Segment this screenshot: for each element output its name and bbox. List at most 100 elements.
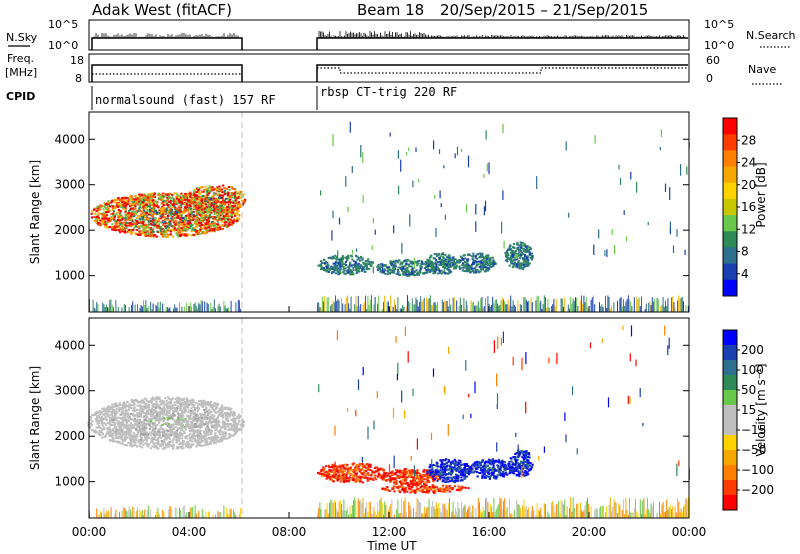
beam-label: Beam 18 [357, 1, 424, 19]
freq-tick-bottom: 8 [75, 72, 82, 85]
velocity-echo-3 [426, 458, 472, 484]
velocity-colorbar-swatch-1 [723, 345, 737, 361]
power-colorbar-swatch-5 [723, 198, 737, 216]
nsearch-label: N.Search [746, 29, 796, 42]
power-echo-4 [455, 252, 497, 274]
velocity-ytick-label-3: 4000 [54, 338, 85, 352]
xtick-label-4: 16:00 [472, 525, 507, 539]
power-heatmap [89, 121, 690, 312]
velocity-colorbar-swatch-9 [723, 465, 737, 481]
power-colorbar-swatch-10 [723, 279, 737, 297]
xtick-label-6: 00:00 [672, 525, 707, 539]
freq-label-line1: Freq. [7, 52, 34, 65]
power-ytick-label-3: 4000 [54, 132, 85, 146]
nsky-tick-top: 10^5 [48, 18, 78, 31]
velocity-colorbar-label-2: 50 [741, 383, 756, 397]
power-colorbar-label-6: 4 [741, 267, 749, 281]
nsearch-tick-top: 10^5 [704, 18, 734, 31]
velocity-colorbar-frame [722, 329, 738, 511]
nsky-trace-2 [316, 37, 688, 50]
xtick-label-2: 08:00 [272, 525, 307, 539]
xtick-label-5: 20:00 [572, 525, 607, 539]
nave-label: Nave [748, 63, 776, 76]
nave-tick-top: 60 [706, 54, 720, 67]
power-near-range-1 [89, 299, 242, 312]
velocity-colorbar: 200 100 50 15 −15 −50 −100 −200 [722, 329, 774, 511]
power-echo-3 [424, 252, 458, 275]
velocity-ytick-label-2: 3000 [54, 384, 85, 398]
velocity-echo-2 [381, 468, 442, 486]
velocity-ytick-label-1: 2000 [54, 429, 85, 443]
velocity-echo-4 [468, 458, 514, 480]
velocity-near-range-1 [89, 505, 242, 518]
power-echo-1 [317, 254, 374, 276]
velocity-heatmap [87, 325, 690, 518]
power-colorbar-label-4: 12 [741, 222, 756, 236]
nsky-panel: N.Sky 10^5 10^0 10^5 10^0 N.Search [6, 18, 796, 52]
date-range: 20/Sep/2015 – 21/Sep/2015 [440, 1, 648, 19]
velocity-colorbar-swatch-2 [723, 360, 737, 376]
nsearch-tick-bottom: 10^0 [704, 39, 734, 52]
velocity-colorbar-label: Velocity [m s⁻¹] [754, 363, 768, 456]
xtick-label-3: 12:00 [372, 525, 407, 539]
cpid-label: CPID [6, 90, 35, 103]
nsky-spikes [93, 31, 686, 38]
velocity-colorbar-swatch-10 [723, 480, 737, 496]
power-colorbar-swatch-6 [723, 215, 737, 232]
velocity-echo-low [381, 484, 470, 494]
velocity-near-range-2 [317, 497, 689, 518]
power-ytick-label-0: 1000 [54, 269, 85, 283]
velocity-colorbar-swatch-6 [723, 420, 737, 436]
velocity-colorbar-label-0: 200 [741, 343, 764, 357]
power-colorbar-swatch-1 [723, 134, 737, 151]
velocity-ylabel: Slant Range [km] [28, 366, 42, 470]
velocity-colorbar-swatch-3 [723, 375, 737, 391]
nsky-trace-1 [91, 37, 243, 50]
velocity-colorbar-label-4: −15 [741, 423, 766, 437]
power-echo-early-edge [186, 184, 247, 214]
power-ytick-label-1: 2000 [54, 223, 85, 237]
freq-tick-top: 18 [70, 54, 84, 67]
nsky-tick-bottom: 10^0 [48, 39, 78, 52]
velocity-colorbar-swatch-7 [723, 435, 737, 451]
power-colorbar-label: Power [dB] [754, 162, 768, 227]
velocity-echo-early [87, 396, 245, 450]
power-colorbar-label-1: 24 [741, 156, 756, 170]
power-colorbar: 28 24 20 16 12 8 4 [722, 117, 756, 297]
freq-label-line2: [MHz] [5, 66, 37, 79]
velocity-colorbar-label-5: −50 [741, 443, 766, 457]
freq-trace-2 [316, 64, 688, 82]
velocity-colorbar-label-6: −100 [741, 463, 774, 477]
power-colorbar-swatch-9 [723, 263, 737, 281]
power-colorbar-swatch-3 [723, 166, 737, 184]
freq-frame [88, 53, 690, 83]
freq-panel: Freq. [MHz] 18 8 60 0 Nave [5, 52, 782, 85]
power-colorbar-label-5: 8 [741, 245, 749, 259]
velocity-scatter [318, 325, 690, 480]
velocity-ytick-label-0: 1000 [54, 475, 85, 489]
velocity-colorbar-swatch-5 [723, 405, 737, 421]
power-colorbar-label-3: 16 [741, 200, 756, 214]
velocity-x-ticks: 00:00 04:00 08:00 12:00 16:00 20:00 00:00 [72, 306, 707, 539]
velocity-panel: 1000 2000 3000 4000 00:00 04:00 08:00 12:00 16:… [28, 306, 774, 553]
velocity-y-ticks: 1000 2000 3000 4000 [54, 338, 689, 489]
power-colorbar-swatch-2 [723, 150, 737, 168]
cpid-segment-1: normalsound (fast) 157 RF [95, 93, 276, 107]
power-near-range-2 [317, 295, 689, 312]
power-colorbar-label-0: 28 [741, 133, 756, 147]
power-colorbar-swatch-8 [723, 247, 737, 265]
power-panel: 1000 2000 3000 4000 Slant Range [km] 28 24 20… [28, 111, 768, 313]
power-colorbar-swatch-4 [723, 182, 737, 200]
cpid-row: CPID normalsound (fast) 157 RF rbsp CT-t… [6, 85, 457, 110]
power-ylabel: Slant Range [km] [28, 160, 42, 264]
power-y-ticks: 1000 2000 3000 4000 [54, 132, 689, 283]
velocity-colorbar-label-7: −200 [741, 483, 774, 497]
power-colorbar-swatch-0 [723, 118, 737, 135]
xtick-label-1: 04:00 [172, 525, 207, 539]
power-echo-early [90, 192, 241, 238]
power-echo-5 [504, 241, 534, 271]
nave-trace-2 [317, 67, 688, 74]
nsky-label: N.Sky [6, 31, 38, 44]
plot-title: Adak West (fitACF) [92, 1, 232, 19]
